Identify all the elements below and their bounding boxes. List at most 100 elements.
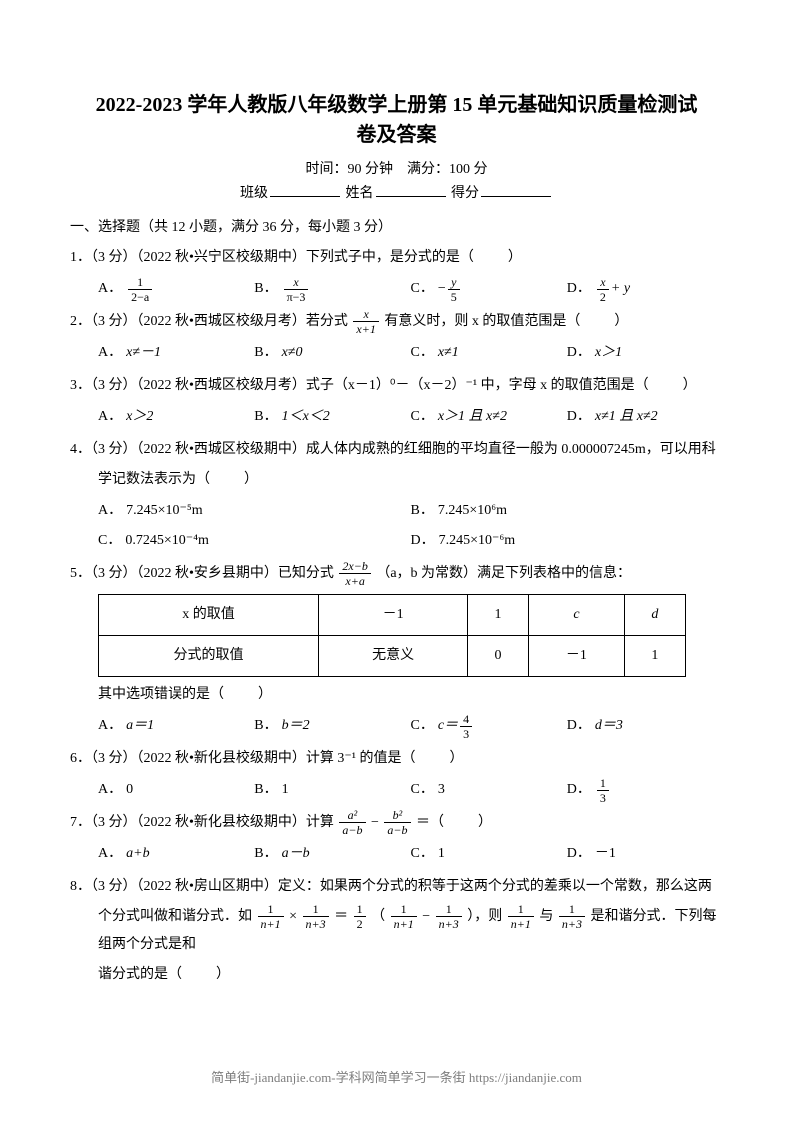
q1-stem-text: 1．（3 分）（2022 秋•兴宁区校级期中）下列式子中，是分式的是 bbox=[70, 250, 460, 265]
q7-opt-c[interactable]: C．1 bbox=[411, 839, 567, 869]
num: 1 bbox=[508, 903, 534, 917]
q7-opt-b[interactable]: B．a－b bbox=[254, 839, 410, 869]
fraction: a²a−b bbox=[339, 809, 365, 836]
q1-options: A． 12−a B． xπ−3 C． − y5 D． x2 + y bbox=[70, 274, 723, 304]
den: n+1 bbox=[258, 917, 284, 930]
answer-blank[interactable]: （ ） bbox=[635, 378, 699, 393]
fullmark-value: 100 分 bbox=[449, 162, 488, 177]
q3-opt-a[interactable]: A．x＞2 bbox=[98, 402, 254, 432]
q3-opt-d[interactable]: D．x≠1 且 x≠2 bbox=[567, 402, 723, 432]
q1-opt-b[interactable]: B． xπ−3 bbox=[254, 274, 410, 304]
q2-opt-c[interactable]: C．x≠1 bbox=[411, 338, 567, 368]
opt-label: B． bbox=[254, 403, 277, 431]
q8-stem-line3: 谐分式的是（ ） bbox=[70, 961, 723, 989]
num: 4 bbox=[460, 713, 472, 727]
q4-opt-b[interactable]: B．7.245×10⁶m bbox=[411, 496, 724, 526]
class-blank[interactable] bbox=[270, 182, 340, 197]
q6-opt-b[interactable]: B．1 bbox=[254, 775, 410, 805]
opt-text: 1＜x＜2 bbox=[282, 403, 330, 431]
q5-opt-c[interactable]: C． c＝ 43 bbox=[411, 711, 567, 741]
q1-opt-a[interactable]: A． 12−a bbox=[98, 274, 254, 304]
num: x bbox=[597, 276, 609, 290]
exam-page: 2022-2023 学年人教版八年级数学上册第 15 单元基础知识质量检测试 卷… bbox=[0, 0, 793, 1122]
q7-opt-a[interactable]: A．a+b bbox=[98, 839, 254, 869]
q5-opt-b[interactable]: B．b＝2 bbox=[254, 711, 410, 741]
answer-blank[interactable]: （ ） bbox=[210, 687, 274, 702]
title-line-1: 2022-2023 学年人教版八年级数学上册第 15 单元基础知识质量检测试 bbox=[70, 90, 723, 120]
cell: －1 bbox=[319, 595, 468, 636]
fraction: y5 bbox=[448, 276, 460, 303]
num: x bbox=[353, 308, 378, 322]
q5-options: A．a＝1 B．b＝2 C． c＝ 43 D．d＝3 bbox=[70, 711, 723, 741]
answer-blank[interactable]: （ ） bbox=[566, 314, 630, 329]
q4-opt-a[interactable]: A．7.245×10⁻⁵m bbox=[98, 496, 411, 526]
score-blank[interactable] bbox=[481, 182, 551, 197]
q5-opt-d[interactable]: D．d＝3 bbox=[567, 711, 723, 741]
num: 1 bbox=[303, 903, 329, 917]
opt-text: 1 bbox=[438, 840, 445, 868]
q5-tail-text: 其中选项错误的是 bbox=[98, 687, 210, 702]
answer-blank[interactable]: （ ） bbox=[402, 751, 466, 766]
opt-text: 3 bbox=[438, 776, 445, 804]
suffix: + y bbox=[611, 275, 630, 303]
opt-text: 7.245×10⁶m bbox=[438, 497, 507, 525]
q7-opt-d[interactable]: D．－1 bbox=[567, 839, 723, 869]
num: 1 bbox=[128, 276, 152, 290]
opt-label: A． bbox=[98, 339, 122, 367]
question-7: 7．（3 分）（2022 秋•新化县校级期中）计算 a²a−b − b²a−b … bbox=[70, 809, 723, 869]
fraction: 1n+1 bbox=[508, 903, 534, 930]
fraction: 43 bbox=[460, 713, 472, 740]
q4-opt-d[interactable]: D．7.245×10⁻⁶m bbox=[411, 526, 724, 556]
q7-stem: 7．（3 分）（2022 秋•新化县校级期中）计算 a²a−b − b²a−b … bbox=[70, 809, 723, 837]
num: x bbox=[284, 276, 309, 290]
answer-blank[interactable]: （ ） bbox=[430, 815, 494, 830]
opt-text: a＝1 bbox=[126, 712, 154, 740]
q3-opt-c[interactable]: C．x＞1 且 x≠2 bbox=[411, 402, 567, 432]
fraction: xπ−3 bbox=[284, 276, 309, 303]
opt-text: d＝3 bbox=[595, 712, 623, 740]
q1-opt-c[interactable]: C． − y5 bbox=[411, 274, 567, 304]
q7-stem-a: 7．（3 分）（2022 秋•新化县校级期中）计算 bbox=[70, 815, 337, 830]
answer-blank[interactable]: （ ） bbox=[168, 967, 232, 982]
q6-stem-text: 6．（3 分）（2022 秋•新化县校级期中）计算 3⁻¹ 的值是 bbox=[70, 751, 402, 766]
q2-opt-d[interactable]: D．x＞1 bbox=[567, 338, 723, 368]
q2-stem-a: 2．（3 分）（2022 秋•西城区校级月考）若分式 bbox=[70, 314, 351, 329]
q6-opt-d[interactable]: D． 13 bbox=[567, 775, 723, 805]
q4-opt-c[interactable]: C．0.7245×10⁻⁴m bbox=[98, 526, 411, 556]
q6-opt-a[interactable]: A．0 bbox=[98, 775, 254, 805]
cell: 无意义 bbox=[319, 636, 468, 677]
question-6: 6．（3 分）（2022 秋•新化县校级期中）计算 3⁻¹ 的值是（ ） A．0… bbox=[70, 745, 723, 805]
q4-stem2-text: 学记数法表示为 bbox=[98, 472, 196, 487]
fraction: 2x−bx+a bbox=[339, 560, 370, 587]
opt-label: C． bbox=[411, 339, 434, 367]
opt-label: C． bbox=[411, 776, 434, 804]
opt-label: B． bbox=[254, 712, 277, 740]
den: 2 bbox=[354, 917, 366, 930]
opt-label: B． bbox=[411, 497, 434, 525]
q1-opt-d[interactable]: D． x2 + y bbox=[567, 274, 723, 304]
answer-blank[interactable]: （ ） bbox=[196, 472, 260, 487]
den: 2 bbox=[597, 290, 609, 303]
q5-stem-a: 5．（3 分）（2022 秋•安乡县期中）已知分式 bbox=[70, 566, 337, 581]
opt-label: C． bbox=[411, 403, 434, 431]
q3-opt-b[interactable]: B．1＜x＜2 bbox=[254, 402, 410, 432]
fraction: 1n+3 bbox=[303, 903, 329, 930]
answer-blank[interactable]: （ ） bbox=[460, 250, 524, 265]
name-label: 姓名 bbox=[346, 186, 374, 201]
opt-label: D． bbox=[411, 527, 435, 555]
equals-sign: ＝ bbox=[334, 909, 352, 924]
q5-opt-a[interactable]: A．a＝1 bbox=[98, 711, 254, 741]
opt-text: x＞2 bbox=[126, 403, 153, 431]
opt-label: D． bbox=[567, 275, 591, 303]
class-label: 班级 bbox=[240, 186, 268, 201]
q1-stem: 1．（3 分）（2022 秋•兴宁区校级期中）下列式子中，是分式的是（ ） bbox=[70, 244, 723, 272]
q2-opt-a[interactable]: A．x≠－1 bbox=[98, 338, 254, 368]
name-blank[interactable] bbox=[376, 182, 446, 197]
den: x+a bbox=[339, 574, 370, 587]
den: n+3 bbox=[303, 917, 329, 930]
q2-opt-b[interactable]: B．x≠0 bbox=[254, 338, 410, 368]
opt-label: D． bbox=[567, 339, 591, 367]
opt-text: 7.245×10⁻⁶m bbox=[439, 527, 516, 555]
q6-opt-c[interactable]: C．3 bbox=[411, 775, 567, 805]
opt-label: C． bbox=[411, 275, 434, 303]
